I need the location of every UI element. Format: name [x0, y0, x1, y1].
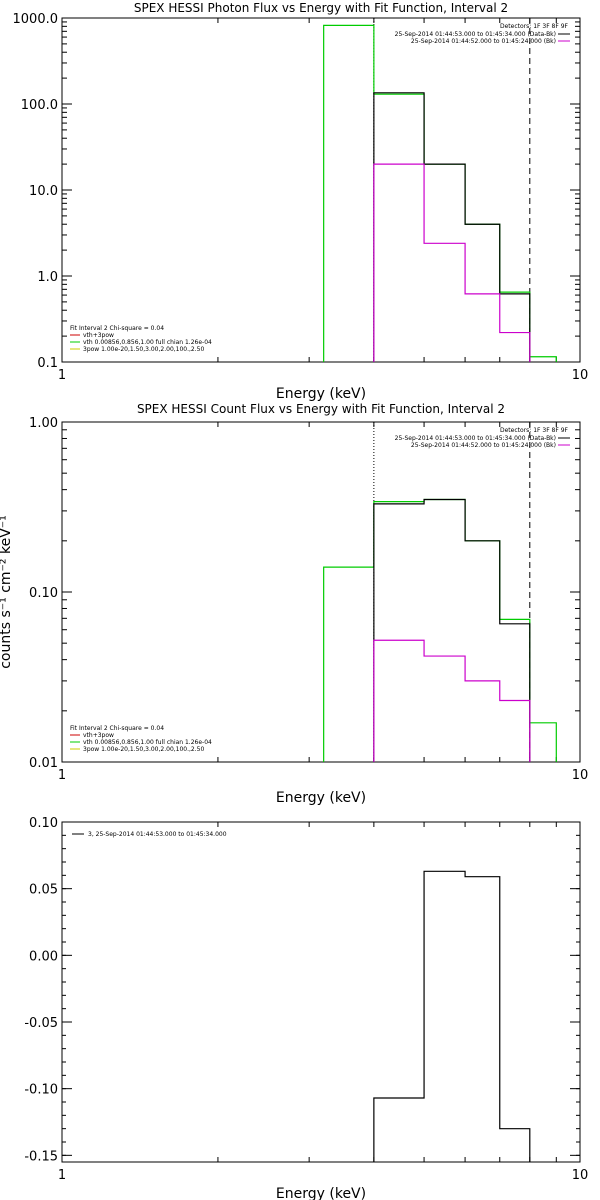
legend-header: Detectors: 1F 3F 8F 9F — [500, 23, 569, 30]
y-tick-label: 100.0 — [21, 98, 58, 113]
y-tick-label: 1.0 — [37, 270, 58, 285]
y-tick-label: 0.00 — [29, 949, 58, 964]
legend-entry-label: vth+3pow — [83, 732, 114, 739]
step-series-3 — [373, 163, 531, 362]
legend-entry-label: 25-Sep-2014 01:44:52.000 to 01:45:24.000… — [411, 442, 556, 449]
chart-title: SPEX HESSI Photon Flux vs Energy with Fi… — [134, 1, 508, 15]
chart-panel-3: 1 10 0.10 0.05 0.00 -0.05 -0.10 -0.15 Energy (ke… — [24, 816, 588, 1200]
step-series-1 — [373, 870, 531, 1162]
legend-entry-label: 25-Sep-2014 01:44:53.000 to 01:45:34.000… — [395, 31, 556, 38]
x-axis-label: Energy (keV) — [276, 1186, 366, 1200]
legend-entry-label: 25-Sep-2014 01:44:52.000 to 01:45:24.000… — [411, 38, 556, 45]
y-axis-label: counts s⁻¹ cm⁻² keV⁻¹ — [0, 515, 14, 669]
legend-header: Fit Interval 2 Chi-square = 0.04 — [70, 725, 164, 732]
legend-entry-label: vth+3pow — [83, 332, 114, 339]
step-series-1 — [323, 24, 557, 362]
legend-entry-label: 25-Sep-2014 01:44:53.000 to 01:45:34.000… — [395, 435, 556, 442]
y-tick-label: 1.00 — [29, 416, 58, 431]
y-tick-label: 1000.0 — [13, 12, 59, 27]
plot-frame — [61, 821, 581, 1163]
x-tick-label: 1 — [58, 368, 66, 383]
x-tick-label: 1 — [58, 768, 66, 783]
y-tick-label: 0.05 — [29, 883, 58, 898]
y-tick-label: 0.1 — [37, 356, 58, 371]
y-tick-label: 0.10 — [29, 816, 58, 831]
step-series-1 — [323, 498, 557, 762]
y-tick-label: -0.10 — [24, 1083, 58, 1098]
legend-entry-label: 3pow 1.00e-20,1.50,3.00,2.00,100.,2.50 — [83, 346, 204, 353]
plot-frame — [61, 421, 581, 763]
step-series-2 — [373, 498, 531, 762]
step-series-2 — [373, 92, 531, 362]
chart-panel-1: SPEX HESSI Photon Flux vs Energy with Fi… — [13, 1, 589, 402]
legend-entry-label: 3pow 1.00e-20,1.50,3.00,2.00,100.,2.50 — [83, 746, 204, 753]
chart-title: SPEX HESSI Count Flux vs Energy with Fit… — [137, 402, 505, 416]
x-tick-label: 1 — [58, 1168, 66, 1183]
x-axis-label: Energy (keV) — [276, 386, 366, 402]
x-axis-label: Energy (keV) — [276, 790, 366, 806]
y-tick-label: -0.05 — [24, 1016, 58, 1031]
legend-entry-label: 3, 25-Sep-2014 01:44:53.000 to 01:45:34.… — [88, 831, 227, 838]
chart-panel-2: SPEX HESSI Count Flux vs Energy with Fit… — [0, 402, 588, 806]
y-tick-label: -0.15 — [24, 1149, 58, 1164]
step-series-3 — [373, 639, 531, 762]
legend-entry-label: vth 0.00856,0.856,1.00 full chian 1.26e-… — [83, 739, 212, 746]
x-tick-label: 10 — [572, 1168, 589, 1183]
x-tick-label: 10 — [572, 368, 589, 383]
legend-header: Detectors: 1F 3F 8F 9F — [500, 427, 569, 434]
y-tick-label: 10.0 — [29, 184, 58, 199]
plot-frame — [61, 17, 581, 363]
x-tick-label: 10 — [572, 768, 589, 783]
y-tick-label: 0.01 — [29, 756, 58, 771]
legend-header: Fit Interval 2 Chi-square = 0.04 — [70, 325, 164, 332]
legend-entry-label: vth 0.00856,0.856,1.00 full chian 1.26e-… — [83, 339, 212, 346]
y-tick-label: 0.10 — [29, 586, 58, 601]
